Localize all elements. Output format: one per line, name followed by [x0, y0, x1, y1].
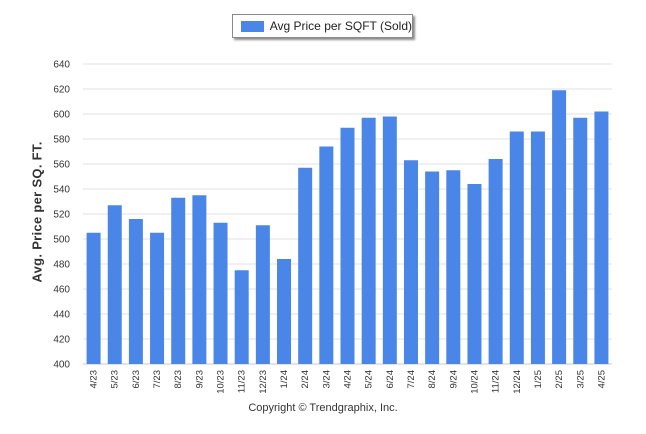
x-tick-label: 10/23	[216, 370, 227, 394]
bar-11-24	[488, 159, 503, 364]
x-tick-label: 5/23	[110, 370, 121, 389]
bar-8-24	[425, 171, 440, 364]
bar-12-24	[509, 131, 524, 364]
y-tick-label: 640	[53, 60, 70, 71]
x-tick-label: 8/24	[427, 370, 438, 389]
x-tick-label: 5/24	[364, 370, 375, 389]
y-tick-label: 620	[53, 85, 70, 96]
x-tick-label: 9/24	[448, 370, 459, 389]
copyright-text: Copyright © Trendgraphix, Inc.	[248, 402, 398, 414]
bar-11-23	[234, 270, 249, 364]
bar-7-23	[150, 232, 165, 364]
bar-6-23	[128, 219, 143, 364]
x-tick-label: 2/25	[554, 370, 565, 389]
bar-10-24	[467, 184, 482, 364]
y-tick-label: 560	[53, 160, 70, 171]
y-tick-label: 440	[53, 310, 70, 321]
bar-8-23	[171, 197, 186, 364]
x-tick-label: 9/23	[194, 370, 205, 389]
x-tick-label: 11/23	[237, 370, 248, 393]
bar-10-23	[213, 222, 228, 364]
x-tick-label: 4/24	[343, 370, 354, 389]
bar-4-24	[340, 127, 355, 364]
x-tick-label: 7/24	[406, 370, 417, 389]
x-tick-label: 1/24	[279, 370, 290, 389]
bar-2-25	[552, 90, 567, 364]
legend: Avg Price per SQFT (Sold)	[232, 14, 413, 38]
bar-6-24	[382, 116, 397, 364]
legend-label: Avg Price per SQFT (Sold)	[269, 19, 412, 33]
y-tick-label: 540	[53, 185, 70, 196]
bar-4-23	[86, 232, 101, 364]
x-tick-label: 2/24	[300, 370, 311, 389]
x-tick-label: 6/23	[131, 370, 142, 389]
bar-5-23	[107, 205, 122, 364]
x-tick-label: 4/23	[89, 370, 100, 389]
legend-swatch	[241, 20, 264, 32]
y-tick-label: 480	[53, 260, 70, 271]
x-tick-label: 12/24	[512, 370, 523, 394]
bar-3-25	[573, 117, 588, 364]
x-tick-label: 7/23	[152, 370, 163, 389]
y-tick-label: 500	[53, 235, 70, 246]
bar-9-23	[192, 195, 207, 364]
x-tick-label: 3/25	[575, 370, 586, 389]
bar-12-23	[255, 225, 270, 364]
bar-2-24	[298, 167, 313, 364]
y-tick-label: 420	[53, 335, 70, 346]
x-tick-label: 12/23	[258, 370, 269, 394]
y-tick-label: 580	[53, 135, 70, 146]
bar-3-24	[319, 146, 334, 364]
x-tick-label: 6/24	[385, 370, 396, 389]
x-tick-label: 10/24	[469, 370, 480, 394]
y-tick-label: 520	[53, 210, 70, 221]
bar-7-24	[403, 160, 418, 364]
bar-5-24	[361, 117, 376, 364]
bar-1-25	[530, 131, 545, 364]
x-tick-label: 4/25	[596, 370, 607, 389]
y-tick-label: 600	[53, 110, 70, 121]
bar-9-24	[446, 170, 461, 364]
x-tick-label: 8/23	[173, 370, 184, 389]
x-tick-label: 1/25	[533, 370, 544, 389]
y-tick-label: 460	[53, 285, 70, 296]
bar-4-25	[594, 111, 609, 364]
bar-1-24	[277, 259, 292, 364]
x-tick-label: 11/24	[491, 370, 502, 393]
y-tick-label: 400	[53, 360, 70, 371]
x-tick-label: 3/24	[321, 370, 332, 389]
